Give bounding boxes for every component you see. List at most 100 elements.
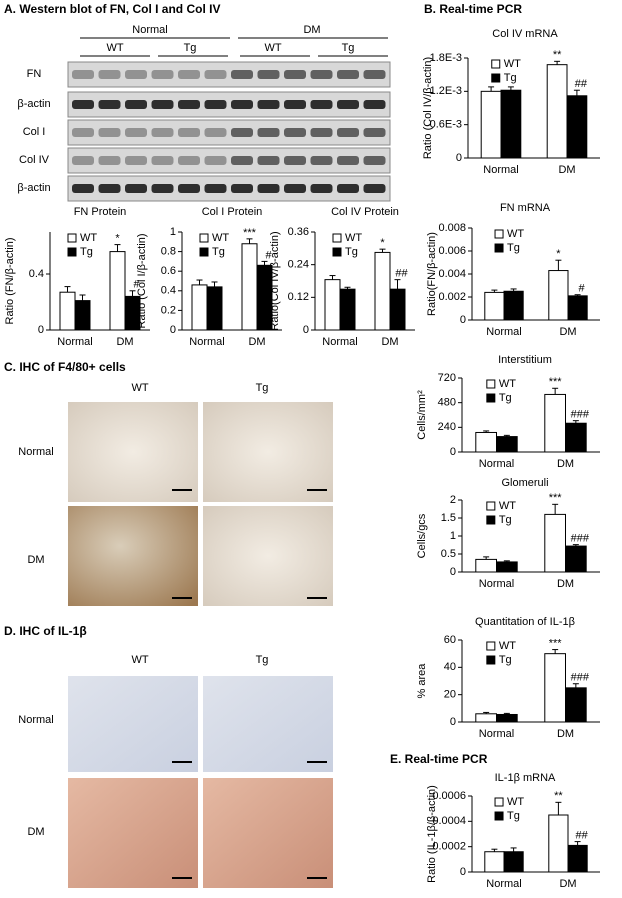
legend-swatch [486, 515, 496, 525]
legend-label: Tg [345, 246, 358, 258]
ihc-image [203, 402, 333, 502]
legend-swatch [494, 229, 504, 239]
panel-title: B. Real-time PCR [424, 2, 522, 16]
blot-band [257, 184, 280, 193]
x-tick-label: Normal [479, 578, 514, 590]
bar [484, 291, 505, 321]
row-label: Normal [18, 446, 53, 458]
blot-band [151, 100, 174, 109]
column-label: Tg [256, 654, 269, 666]
blot-band [178, 70, 200, 79]
bar [496, 713, 518, 723]
significance-label: ## [575, 78, 588, 90]
blot-strip [67, 175, 391, 202]
chart-title: FN Protein [74, 206, 127, 218]
panel-title: D. IHC of IL-1β [4, 624, 87, 638]
legend-swatch [199, 233, 209, 243]
y-tick-label: 1 [450, 530, 456, 542]
blot-band [72, 70, 94, 79]
x-tick-label: DM [557, 728, 574, 740]
blot-row-label: β-actin [17, 182, 50, 194]
blot-band [151, 70, 174, 79]
significance-label: ## [395, 268, 408, 280]
y-tick-label: 0.004 [438, 268, 466, 280]
blot-band [178, 100, 200, 109]
legend-swatch [486, 655, 496, 665]
blot-band [72, 156, 94, 165]
y-tick-label: 0.4 [29, 268, 44, 280]
bar [475, 713, 497, 723]
significance-label: # [265, 249, 272, 261]
x-tick-label: Normal [486, 878, 521, 890]
blot-band [231, 156, 253, 165]
row-label: Normal [18, 714, 53, 726]
blot-row-label: Col I [23, 126, 46, 138]
x-tick-label: Normal [479, 728, 514, 740]
y-tick-label: 0.24 [288, 259, 309, 271]
legend-swatch [67, 247, 77, 257]
y-tick-label: 0.2 [161, 304, 176, 316]
bar [480, 90, 502, 159]
blot-band [231, 100, 253, 109]
ihc-image [68, 676, 198, 772]
blot-band [257, 156, 280, 165]
blot-band [337, 70, 359, 79]
y-tick-label: 1 [170, 226, 176, 238]
bar [566, 95, 588, 159]
y-tick-label: 60 [444, 634, 456, 646]
legend-label: WT [499, 378, 516, 390]
ihc-image [68, 402, 198, 502]
panel-title: A. Western blot of FN, Col I and Col IV [4, 2, 220, 16]
blot-band [98, 70, 121, 79]
y-axis-label: Ratio (Col IV/β-actin) [422, 57, 434, 159]
bar [496, 561, 518, 573]
y-axis-label: Cells/gcs [416, 513, 428, 558]
legend-label: Tg [212, 246, 225, 258]
blot-band [204, 156, 227, 165]
blot-band [310, 70, 333, 79]
x-tick-label: Normal [483, 164, 518, 176]
blot-band [310, 184, 333, 193]
y-tick-label: 0.0006 [432, 790, 466, 802]
y-tick-label: 1.8E-3 [430, 52, 462, 64]
significance-label: * [115, 233, 120, 245]
y-tick-label: 2 [450, 494, 456, 506]
y-axis-label: Ratio (Col I/β-actin) [136, 234, 148, 329]
blot-band [310, 128, 333, 137]
blot-band [257, 128, 280, 137]
y-tick-label: 0.36 [288, 226, 309, 238]
y-tick-label: 0.5 [441, 548, 456, 560]
y-axis-label: Ratio (FN/β-actin) [4, 237, 16, 324]
column-label: Tg [256, 382, 269, 394]
y-tick-label: 0 [170, 324, 176, 336]
legend-label: WT [345, 232, 362, 244]
significance-label: * [380, 237, 385, 249]
blot-band [72, 184, 94, 193]
chart-title: Glomeruli [501, 477, 548, 489]
ihc-image [203, 506, 333, 606]
blot-band [98, 156, 121, 165]
chart-title: FN mRNA [500, 202, 551, 214]
legend-label: WT [212, 232, 229, 244]
significance-label: *** [549, 376, 563, 388]
bar [500, 89, 522, 159]
y-tick-label: 0 [460, 314, 466, 326]
legend-label: Tg [80, 246, 93, 258]
bar [544, 653, 566, 723]
legend-swatch [486, 379, 496, 389]
blot-band [204, 128, 227, 137]
legend-label: Tg [499, 654, 512, 666]
legend-swatch [494, 797, 504, 807]
blot-band [231, 128, 253, 137]
significance-label: ## [575, 830, 588, 842]
blot-band [204, 184, 227, 193]
y-tick-label: 0 [303, 324, 309, 336]
blot-band [204, 70, 227, 79]
blot-row-label: Col IV [19, 154, 50, 166]
legend-swatch [491, 73, 501, 83]
bar [191, 284, 208, 331]
bar [546, 64, 568, 159]
row-label: DM [27, 554, 44, 566]
